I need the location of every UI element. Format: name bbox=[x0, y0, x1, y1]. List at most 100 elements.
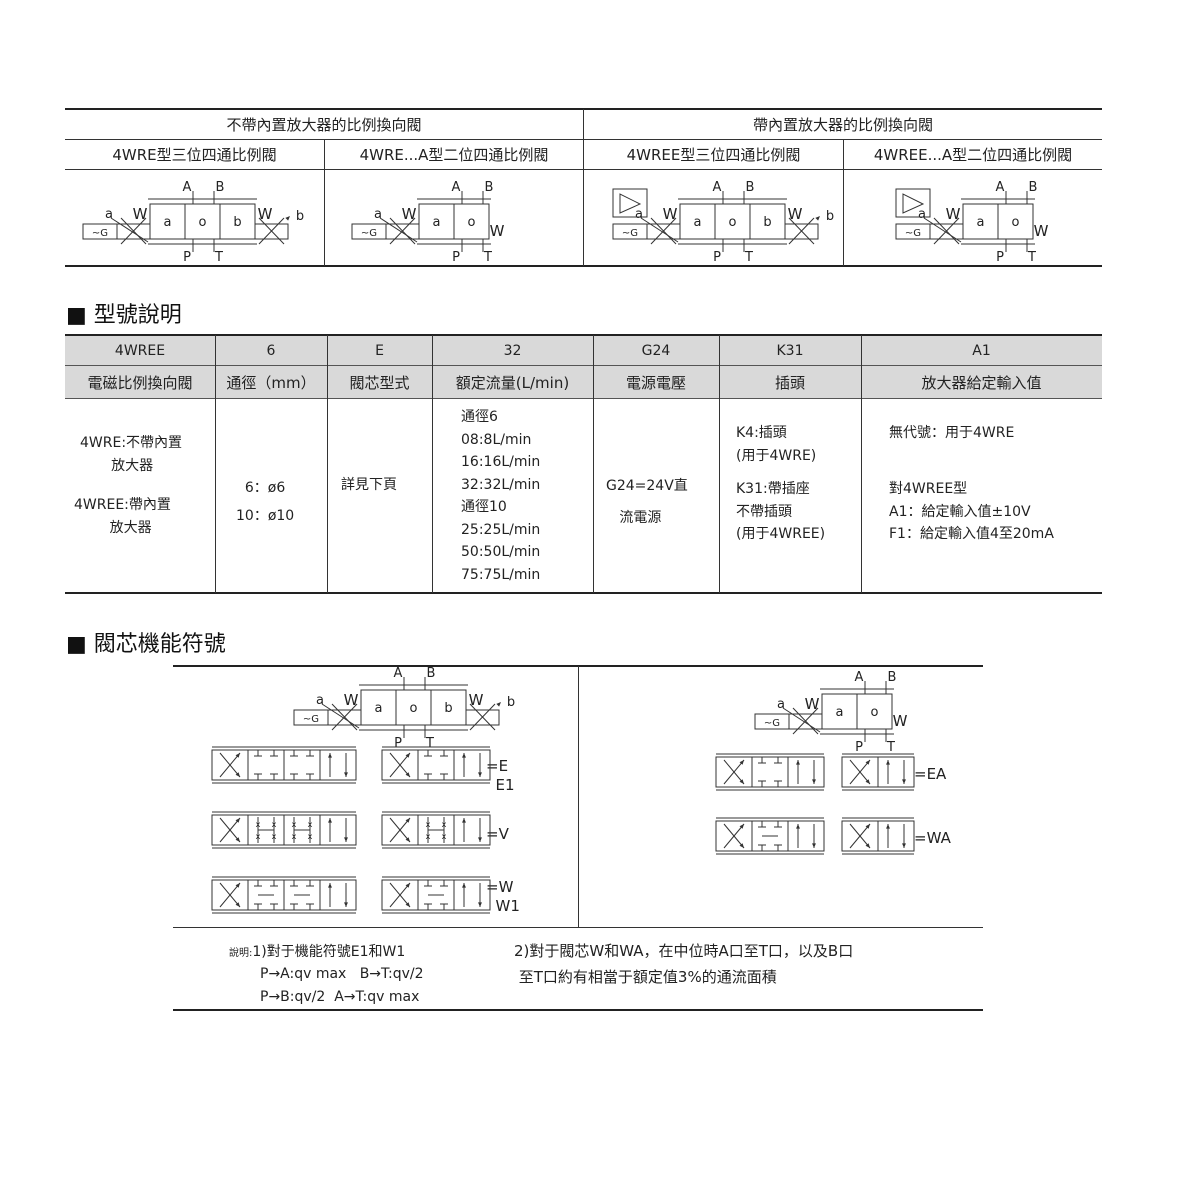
arrow-head bbox=[328, 883, 332, 888]
solenoid-g-label: ~G bbox=[905, 228, 921, 239]
label-column-4: 額定流量(L/min) bbox=[455, 373, 570, 392]
divider bbox=[843, 139, 844, 266]
spring-box bbox=[784, 223, 819, 240]
port-label-p: P bbox=[452, 250, 460, 265]
spool-box bbox=[787, 756, 825, 788]
solenoid-label-a: a bbox=[918, 207, 926, 222]
spool-position-box bbox=[219, 203, 256, 240]
divider bbox=[583, 109, 584, 266]
arrow-head bbox=[235, 883, 240, 888]
section-title-spool: ■ 閥芯機能符號 bbox=[66, 632, 226, 657]
amplifier-box bbox=[895, 188, 931, 218]
position-label-a: a bbox=[977, 215, 985, 230]
port-label-t: T bbox=[483, 250, 492, 265]
arrow-head bbox=[812, 843, 816, 848]
solenoid-box bbox=[293, 709, 329, 726]
position-label-o: o bbox=[1012, 215, 1020, 230]
adjust-arrow-head bbox=[496, 702, 501, 707]
port-label-a: A bbox=[394, 666, 403, 681]
amplifier-box bbox=[612, 188, 648, 218]
arrow-head bbox=[405, 818, 410, 823]
flow-path bbox=[389, 882, 411, 908]
divider bbox=[173, 927, 983, 928]
arrow-head bbox=[886, 824, 890, 829]
port-label-a: A bbox=[996, 180, 1005, 195]
divider bbox=[432, 335, 433, 593]
flow-path bbox=[219, 752, 241, 778]
arrow-head bbox=[865, 779, 870, 784]
note-prefix: 說明: bbox=[229, 948, 253, 959]
flow-path bbox=[389, 752, 411, 778]
spool-box bbox=[453, 749, 491, 781]
divider bbox=[327, 335, 328, 593]
cross-line bbox=[120, 217, 147, 245]
divider bbox=[719, 335, 720, 593]
adjust-arrow bbox=[321, 703, 360, 729]
spool-box bbox=[319, 749, 357, 781]
amplifier-triangle-icon bbox=[902, 193, 925, 214]
spool-position-box bbox=[856, 693, 893, 730]
throttle-mark: x bbox=[308, 832, 313, 841]
arrow-head bbox=[812, 779, 816, 784]
type-4wree: 4WREE:帶內置 放大器 bbox=[74, 497, 171, 536]
cross-line bbox=[792, 707, 819, 735]
note-2: 2)對于閥芯W和WA，在中位時A口至T口，以及B口 至T口約有相當于額定值3%的… bbox=[514, 942, 854, 986]
spool-position-box bbox=[997, 203, 1034, 240]
spool-code-e: =E E1 bbox=[486, 757, 515, 794]
spring-label: W bbox=[805, 695, 820, 713]
adjust-arrow-head bbox=[815, 216, 820, 221]
flow-path bbox=[723, 823, 745, 849]
position-label-a: a bbox=[375, 701, 383, 716]
arrow-head bbox=[902, 843, 906, 848]
spool-box bbox=[453, 879, 491, 911]
group-header-with-amplifier: 帶內置放大器的比例換向閥 bbox=[752, 116, 933, 134]
divider bbox=[65, 265, 1102, 267]
throttle-mark: x bbox=[426, 820, 431, 829]
throttle-mark: x bbox=[442, 820, 447, 829]
spring-label: W bbox=[1034, 222, 1049, 240]
label-column-1: 電磁比例換向閥 bbox=[87, 373, 193, 392]
spring-label: W bbox=[490, 222, 505, 240]
spring-label: W bbox=[788, 205, 803, 223]
throttle-mark: x bbox=[256, 832, 261, 841]
flow-values: 通徑6 08:8L/min 16:16L/min 32:32L/min 通徑10… bbox=[461, 409, 541, 583]
spool-box bbox=[319, 814, 357, 846]
port-label-b: B bbox=[216, 180, 225, 195]
sub-header-4wre-a: 4WRE...A型二位四通比例閥 bbox=[359, 146, 549, 164]
position-label-o: o bbox=[468, 215, 476, 230]
throttle-mark: x bbox=[426, 832, 431, 841]
port-label-t: T bbox=[214, 250, 223, 265]
position-label-o: o bbox=[871, 705, 879, 720]
position-label-b: b bbox=[763, 215, 771, 230]
flow-path bbox=[219, 817, 241, 843]
type-4wre: 4WRE:不帶內置 放大器 bbox=[80, 435, 183, 474]
position-label-a: a bbox=[433, 215, 441, 230]
arrow-head bbox=[739, 843, 744, 848]
code-4wree: 4WREE bbox=[114, 342, 166, 359]
port-label-p: P bbox=[183, 250, 191, 265]
solenoid-box bbox=[754, 713, 790, 730]
arrow-head bbox=[796, 824, 800, 829]
spool-position-box bbox=[453, 203, 490, 240]
divider bbox=[578, 666, 579, 928]
flow-path bbox=[849, 759, 871, 785]
port-label-p: P bbox=[996, 250, 1004, 265]
arrow-head bbox=[405, 883, 410, 888]
code-e: E bbox=[375, 342, 384, 359]
position-label-b: b bbox=[233, 215, 241, 230]
cross-line bbox=[258, 217, 285, 245]
solenoid-g-label: ~G bbox=[622, 228, 638, 239]
spring-label: W bbox=[133, 205, 148, 223]
solenoid-label-a: a bbox=[105, 207, 113, 222]
port-label-a: A bbox=[855, 670, 864, 685]
divider bbox=[173, 1009, 983, 1011]
solenoid-label-a: a bbox=[777, 697, 785, 712]
throttle-mark: x bbox=[308, 820, 313, 829]
adjust-arrow bbox=[782, 707, 821, 733]
solenoid-box bbox=[351, 223, 387, 240]
arrow-head bbox=[462, 753, 466, 758]
arrow-head bbox=[344, 837, 348, 842]
solenoid-g-label: ~G bbox=[361, 228, 377, 239]
arrow-head bbox=[739, 760, 744, 765]
divider bbox=[324, 139, 325, 266]
